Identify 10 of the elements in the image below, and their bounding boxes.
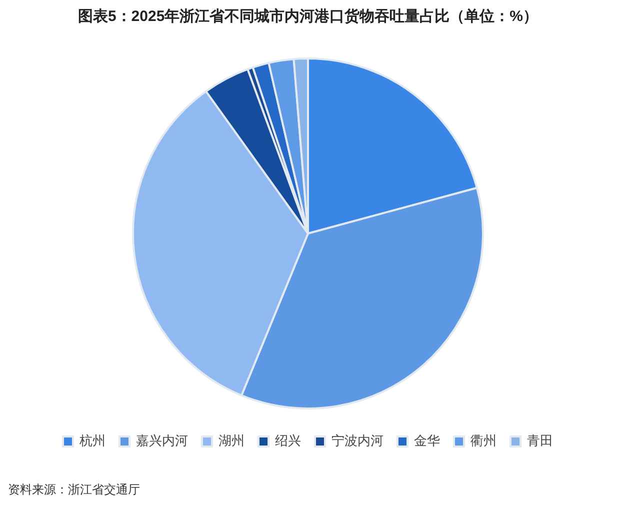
chart-title: 图表5：2025年浙江省不同城市内河港口货物吞吐量占比（单位：%） — [78, 7, 538, 26]
text: 资料来源：浙江省交通厅 — [8, 482, 140, 496]
legend-label: 绍兴 — [275, 433, 301, 448]
legend-label: 嘉兴内河 — [136, 433, 188, 448]
legend-label: 宁波内河 — [332, 433, 384, 448]
legend-label: 金华 — [414, 433, 440, 448]
legend-label: 湖州 — [218, 433, 244, 448]
legend-label: 杭州 — [78, 433, 106, 448]
legend-label: 青田 — [527, 433, 553, 448]
legend-label: 衢州 — [470, 433, 496, 448]
